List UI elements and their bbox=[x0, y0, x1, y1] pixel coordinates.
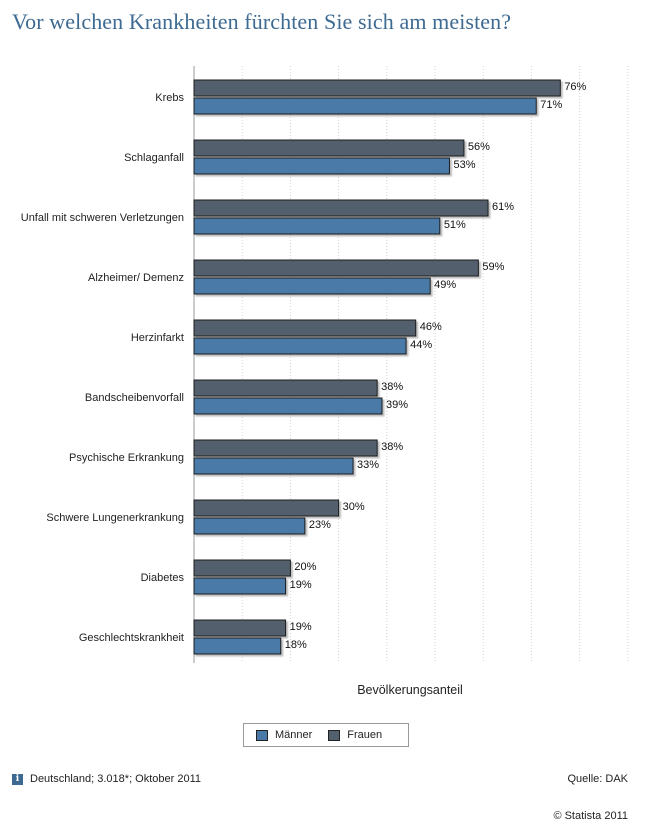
value-label-maenner: 23% bbox=[309, 519, 331, 531]
category-label: Alzheimer/ Demenz bbox=[88, 272, 184, 284]
bar-frauen[interactable] bbox=[193, 139, 465, 157]
value-label-maenner: 18% bbox=[285, 639, 307, 651]
value-label-frauen: 38% bbox=[381, 381, 403, 393]
bar-maenner[interactable] bbox=[193, 217, 441, 235]
category-label: Bandscheibenvorfall bbox=[85, 392, 184, 404]
value-label-frauen: 61% bbox=[492, 201, 514, 213]
value-label-frauen: 76% bbox=[564, 81, 586, 93]
category-label: Geschlechtskrankheit bbox=[79, 632, 184, 644]
value-label-frauen: 46% bbox=[420, 321, 442, 333]
legend-item-maenner[interactable]: Männer bbox=[256, 729, 312, 741]
value-label-maenner: 49% bbox=[434, 279, 456, 291]
category-label: Schwere Lungenerkrankung bbox=[46, 512, 184, 524]
value-label-frauen: 20% bbox=[294, 561, 316, 573]
bar-frauen[interactable] bbox=[193, 79, 561, 97]
bar-maenner[interactable] bbox=[193, 337, 407, 355]
value-label-frauen: 59% bbox=[482, 261, 504, 273]
bar-chart: Krebs 76%71% Schlaganfall 56% 53% Unfall mit … bbox=[21, 66, 629, 697]
bar-maenner[interactable] bbox=[193, 457, 354, 475]
bar-frauen[interactable] bbox=[193, 379, 378, 397]
source-text: Quelle: DAK bbox=[567, 773, 628, 785]
value-label-maenner: 53% bbox=[453, 159, 475, 171]
bar-frauen[interactable] bbox=[193, 619, 287, 637]
bar-frauen[interactable] bbox=[193, 319, 417, 337]
chart-title: Vor welchen Krankheiten fürchten Sie sic… bbox=[12, 9, 512, 34]
legend: Männer Frauen bbox=[243, 723, 409, 747]
info-icon[interactable]: i bbox=[12, 774, 23, 785]
legend-swatch-frauen bbox=[328, 729, 341, 741]
category-label: Unfall mit schweren Verletzungen bbox=[21, 212, 184, 224]
value-label-maenner: 19% bbox=[290, 579, 312, 591]
legend-label-frauen: Frauen bbox=[347, 729, 383, 741]
value-label-frauen: 30% bbox=[343, 501, 365, 513]
value-label-maenner: 51% bbox=[444, 219, 466, 231]
bar-maenner[interactable] bbox=[193, 277, 431, 295]
value-label-frauen: 56% bbox=[468, 141, 490, 153]
category-label: Herzinfarkt bbox=[131, 332, 184, 344]
category-label: Psychische Erkrankung bbox=[69, 452, 184, 464]
value-label-frauen: 38% bbox=[381, 441, 403, 453]
category-label: Krebs bbox=[155, 92, 184, 104]
bar-maenner[interactable] bbox=[193, 517, 306, 535]
bar-frauen[interactable] bbox=[193, 199, 489, 217]
copyright-text: © Statista 2011 bbox=[553, 810, 628, 822]
bar-maenner[interactable] bbox=[193, 637, 282, 655]
legend-item-frauen[interactable]: Frauen bbox=[328, 729, 382, 741]
bar-frauen[interactable] bbox=[193, 559, 291, 577]
legend-label-maenner: Männer bbox=[275, 729, 313, 741]
x-axis-title: Bevölkerungsanteil bbox=[357, 683, 463, 697]
bar-frauen[interactable] bbox=[193, 259, 479, 277]
category-label: Schlaganfall bbox=[124, 152, 184, 164]
category-label: Diabetes bbox=[141, 572, 185, 584]
value-label-frauen: 19% bbox=[290, 621, 312, 633]
value-label-maenner: 33% bbox=[357, 459, 379, 471]
bar-maenner[interactable] bbox=[193, 397, 383, 415]
value-label-maenner: 71% bbox=[540, 99, 562, 111]
value-label-maenner: 39% bbox=[386, 399, 408, 411]
bar-maenner[interactable] bbox=[193, 157, 450, 175]
bar-maenner[interactable] bbox=[193, 577, 287, 595]
labels: Krebs 76%71% Schlaganfall 56% 53% Unfall mit … bbox=[21, 81, 587, 651]
bar-frauen[interactable] bbox=[193, 499, 340, 517]
bars bbox=[193, 79, 561, 655]
bar-frauen[interactable] bbox=[193, 439, 378, 457]
footnote: Deutschland; 3.018*; Oktober 2011 bbox=[30, 773, 202, 785]
legend-swatch-maenner bbox=[256, 729, 268, 741]
bar-maenner[interactable] bbox=[193, 97, 537, 115]
value-label-maenner: 44% bbox=[410, 339, 432, 351]
